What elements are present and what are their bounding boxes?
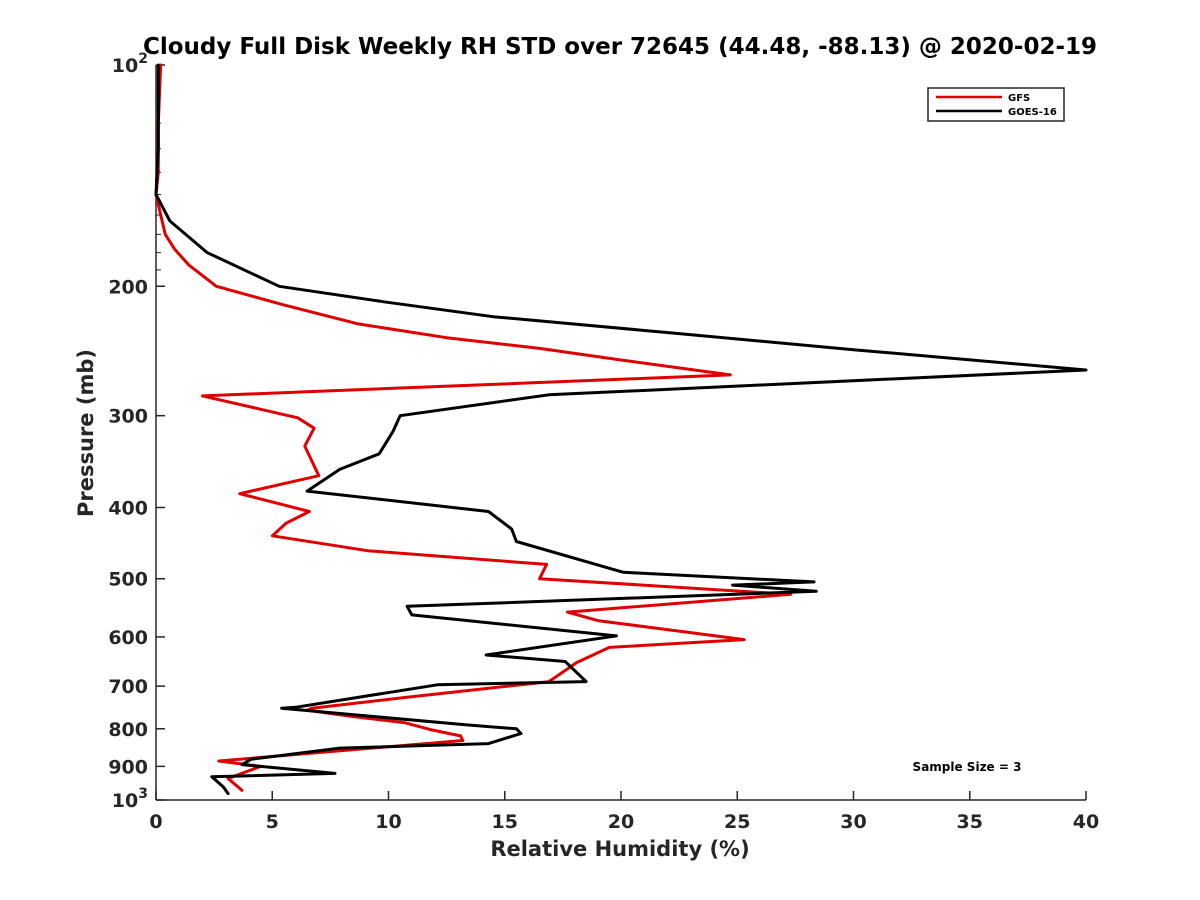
y-tick-label: 400 — [108, 498, 148, 520]
legend-label-goes-16: GOES-16 — [1008, 107, 1057, 118]
x-tick-label: 20 — [608, 811, 634, 833]
legend-label-gfs: GFS — [1008, 93, 1030, 104]
x-tick-label: 5 — [266, 811, 279, 833]
y-axis-label: Pressure (mb) — [74, 349, 98, 517]
y-tick-label: 900 — [108, 756, 148, 778]
sample-size-note: Sample Size = 3 — [913, 760, 1022, 774]
chart-title: Cloudy Full Disk Weekly RH STD over 7264… — [143, 34, 1097, 60]
y-tick-label: 800 — [108, 719, 148, 741]
series-line-goes-16 — [154, 63, 1088, 796]
y-tick-label: 200 — [108, 276, 148, 298]
x-tick-label: 25 — [724, 811, 750, 833]
x-tick-label: 10 — [375, 811, 401, 833]
x-axis-label: Relative Humidity (%) — [490, 837, 749, 861]
legend-box — [927, 87, 1065, 122]
x-tick-label: 15 — [492, 811, 518, 833]
legend: GFS GOES-16 — [927, 87, 1065, 122]
y-tick-label: 102 — [112, 51, 148, 77]
y-tick-label: 103 — [112, 786, 148, 812]
y-tick-label: 300 — [108, 406, 148, 428]
series-line-gfs — [154, 63, 793, 792]
plot-area: 0 5 10 15 20 25 30 35 40 102 200 300 400 500 600 700 800… — [108, 51, 1099, 833]
x-tick-label: 0 — [149, 811, 162, 833]
x-tick-label: 40 — [1073, 811, 1099, 833]
y-tick-label: 600 — [108, 627, 148, 649]
x-tick-label: 35 — [957, 811, 983, 833]
y-tick-label: 700 — [108, 676, 148, 698]
x-tick-label: 30 — [840, 811, 866, 833]
y-tick-label: 500 — [108, 569, 148, 591]
